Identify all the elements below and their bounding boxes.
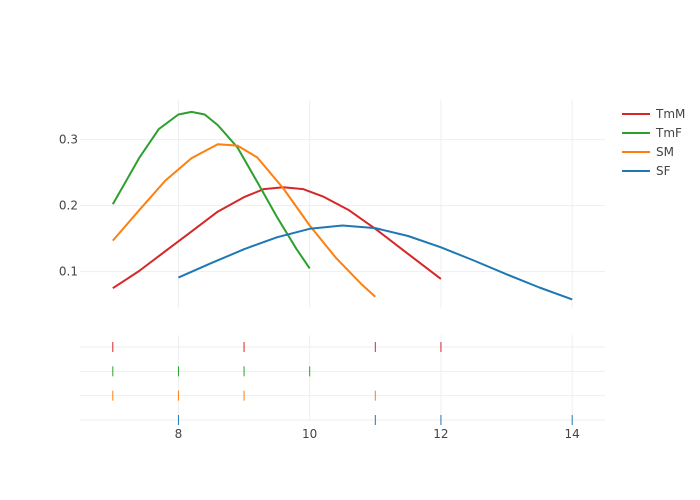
series-line-TmM (112, 186, 442, 290)
series-line-SF (177, 224, 573, 301)
legend[interactable]: TmM TmF SM SF (622, 107, 685, 178)
y-tick-label: 0.1 (59, 265, 78, 279)
legend-item-TmM[interactable]: TmM (622, 107, 685, 121)
series-line-SM (112, 143, 376, 298)
legend-item-SM[interactable]: SM (622, 145, 674, 159)
x-tick-label: 10 (302, 427, 317, 441)
rug-plot (112, 342, 573, 425)
x-tick-label: 14 (565, 427, 580, 441)
x-tick-label: 8 (175, 427, 183, 441)
legend-label: TmF (655, 126, 682, 140)
legend-item-TmF[interactable]: TmF (622, 126, 682, 140)
legend-label: SM (656, 145, 674, 159)
density-curves (111, 110, 573, 301)
x-axis: 8 10 12 14 (175, 427, 580, 441)
x-tick-label: 12 (433, 427, 448, 441)
series-line-TmF (111, 110, 311, 269)
legend-label: SF (656, 164, 671, 178)
y-tick-label: 0.3 (59, 133, 78, 147)
grid-lines (80, 100, 605, 421)
y-axis: 0.1 0.2 0.3 (59, 133, 78, 279)
legend-item-SF[interactable]: SF (622, 164, 671, 178)
legend-label: TmM (655, 107, 685, 121)
y-tick-label: 0.2 (59, 199, 78, 213)
